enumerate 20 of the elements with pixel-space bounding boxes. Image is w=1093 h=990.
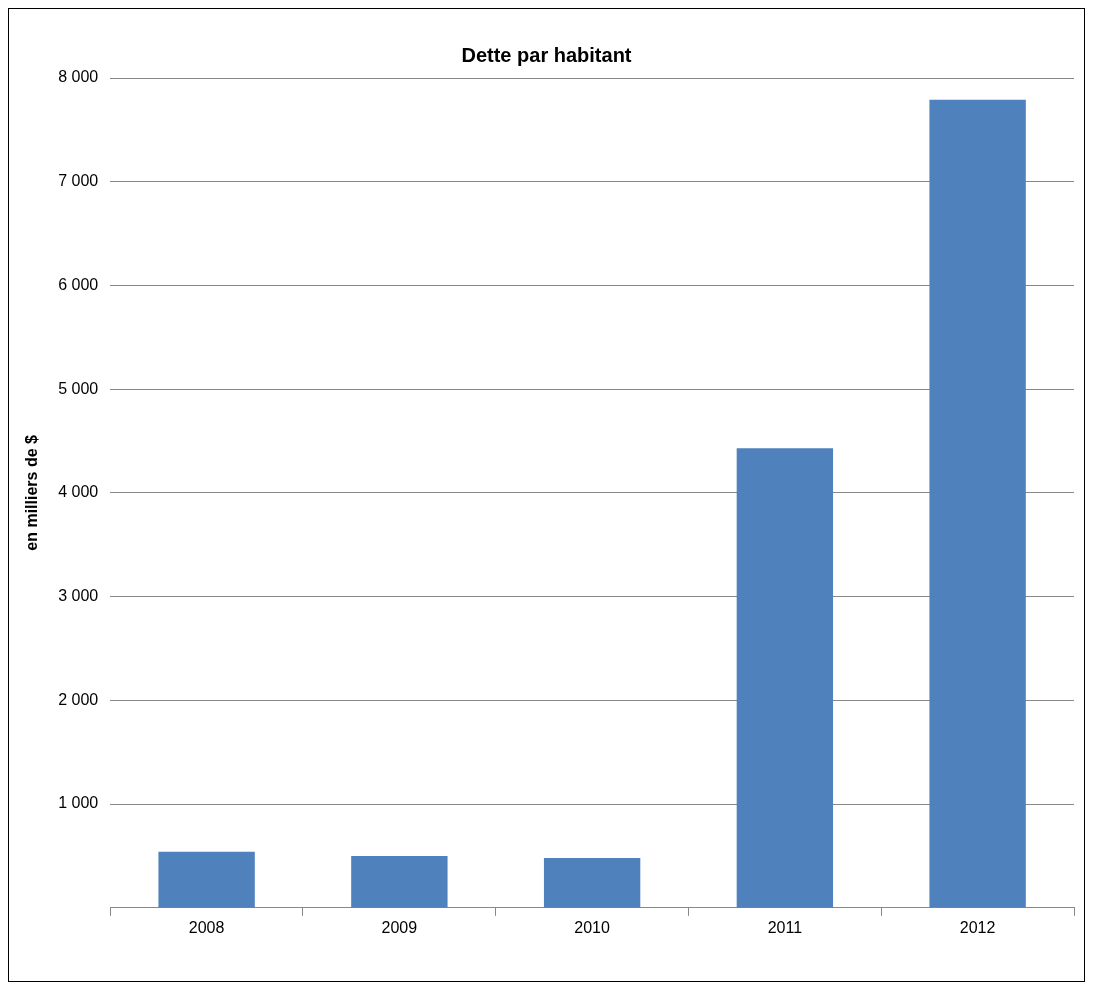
y-axis-title: en milliers de $ [23, 434, 41, 551]
y-tick-label: 5 000 [58, 379, 99, 397]
bar [158, 851, 255, 908]
y-tick-label: 4 000 [58, 483, 99, 501]
bar [351, 855, 448, 908]
x-tick-label: 2010 [574, 918, 611, 936]
y-tick-label: 6 000 [58, 275, 99, 293]
chart-title: Dette par habitant [461, 43, 632, 66]
y-tick-label: 2 000 [58, 690, 99, 708]
bar [543, 858, 641, 908]
y-tick-label: 3 000 [58, 587, 99, 605]
y-tick-label: 7 000 [58, 172, 99, 190]
x-tick-label: 2008 [188, 918, 225, 936]
bar [929, 99, 1026, 908]
bar [736, 448, 834, 908]
x-tick-label: 2012 [959, 918, 996, 936]
y-tick-label: 1 000 [58, 794, 99, 812]
x-tick-label: 2009 [381, 918, 418, 936]
x-tick-label: 2011 [767, 918, 803, 936]
y-tick-label: 8 000 [58, 68, 99, 86]
